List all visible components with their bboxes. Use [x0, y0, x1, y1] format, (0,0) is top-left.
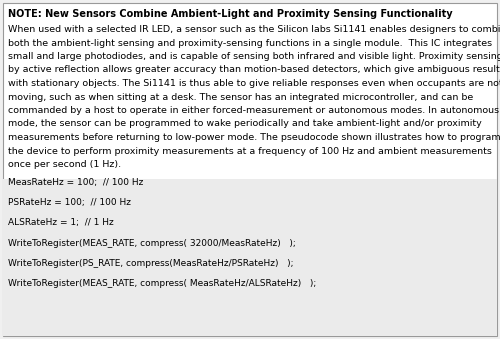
- Text: MeasRateHz = 100;  // 100 Hz: MeasRateHz = 100; // 100 Hz: [8, 179, 143, 187]
- Text: the device to perform proximity measurements at a frequency of 100 Hz and ambien: the device to perform proximity measurem…: [8, 146, 492, 156]
- Text: once per second (1 Hz).: once per second (1 Hz).: [8, 160, 121, 169]
- Text: PSRateHz = 100;  // 100 Hz: PSRateHz = 100; // 100 Hz: [8, 199, 131, 207]
- Text: WriteToRegister(PS_RATE, compress(MeasRateHz/PSRateHz)   );: WriteToRegister(PS_RATE, compress(MeasRa…: [8, 259, 294, 267]
- Text: mode, the sensor can be programmed to wake periodically and take ambient-light a: mode, the sensor can be programmed to wa…: [8, 120, 482, 128]
- Text: ALSRateHz = 1;  // 1 Hz: ALSRateHz = 1; // 1 Hz: [8, 219, 114, 227]
- Bar: [3, 179, 497, 336]
- Text: small and large photodiodes, and is capable of sensing both infrared and visible: small and large photodiodes, and is capa…: [8, 52, 500, 61]
- Text: NOTE: New Sensors Combine Ambient-Light and Proximity Sensing Functionality: NOTE: New Sensors Combine Ambient-Light …: [8, 9, 452, 19]
- Text: by active reflection allows greater accuracy than motion-based detectors, which : by active reflection allows greater accu…: [8, 65, 500, 75]
- Text: both the ambient-light sensing and proximity-sensing functions in a single modul: both the ambient-light sensing and proxi…: [8, 39, 492, 47]
- Text: WriteToRegister(MEAS_RATE, compress( 32000/MeasRateHz)   );: WriteToRegister(MEAS_RATE, compress( 320…: [8, 239, 296, 247]
- Text: When used with a selected IR LED, a sensor such as the Silicon labs Si1141 enabl: When used with a selected IR LED, a sens…: [8, 25, 500, 34]
- Text: moving, such as when sitting at a desk. The sensor has an integrated microcontro: moving, such as when sitting at a desk. …: [8, 93, 473, 101]
- Text: with stationary objects. The Si1141 is thus able to give reliable responses even: with stationary objects. The Si1141 is t…: [8, 79, 500, 88]
- Text: commanded by a host to operate in either forced-measurement or autonomous modes.: commanded by a host to operate in either…: [8, 106, 499, 115]
- Text: WriteToRegister(MEAS_RATE, compress( MeasRateHz/ALSRateHz)   );: WriteToRegister(MEAS_RATE, compress( Mea…: [8, 279, 316, 287]
- Text: measurements before returning to low-power mode. The pseudocode shown illustrate: measurements before returning to low-pow…: [8, 133, 500, 142]
